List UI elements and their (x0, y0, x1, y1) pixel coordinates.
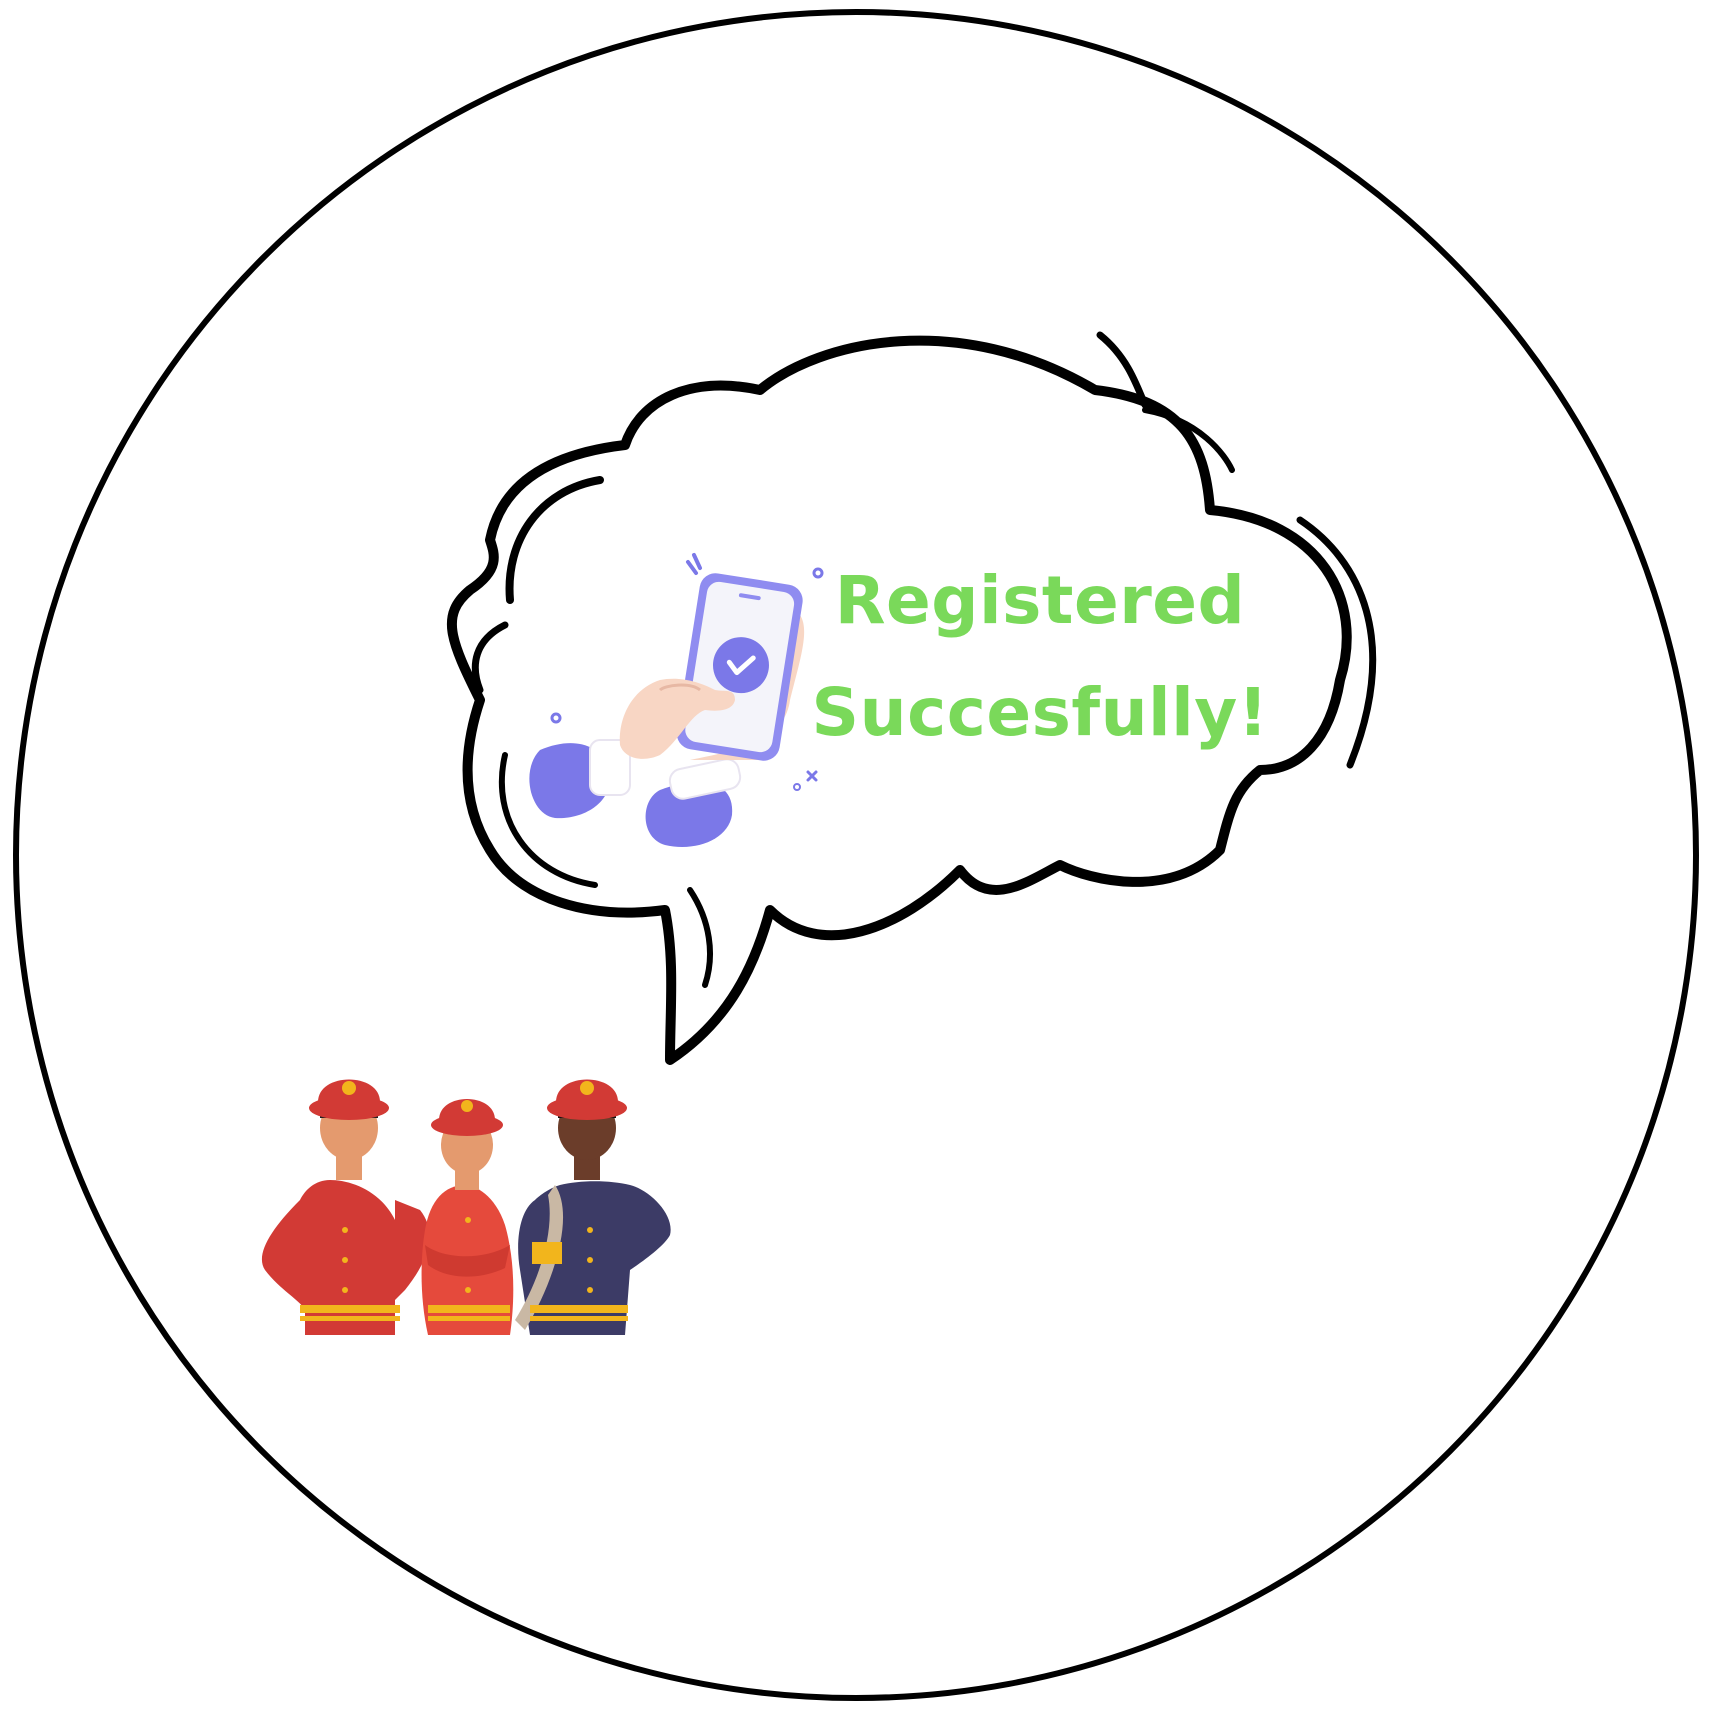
phone-check-icon (529, 553, 824, 847)
message-line-1: Registered (834, 562, 1246, 639)
speech-bubble (446, 331, 1377, 1065)
message-line-2: Succesfully! (811, 674, 1269, 751)
success-message: Registered Succesfully! (790, 545, 1290, 769)
firefighters-illustration (261, 1079, 671, 1335)
firefighter-middle (421, 1099, 514, 1335)
firefighter-right (515, 1079, 671, 1335)
firefighter-left (261, 1079, 430, 1335)
